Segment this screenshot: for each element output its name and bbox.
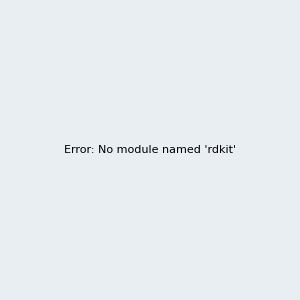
- Text: Error: No module named 'rdkit': Error: No module named 'rdkit': [64, 145, 236, 155]
